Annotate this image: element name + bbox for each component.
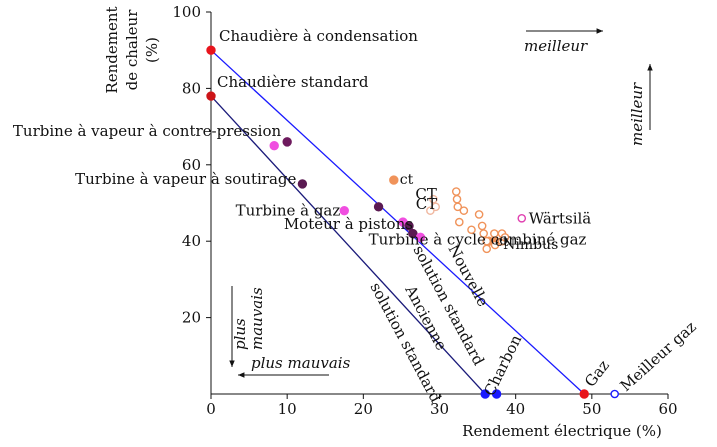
data-point bbox=[477, 221, 487, 231]
data-point bbox=[297, 179, 308, 189]
worse-y-arrow-head bbox=[229, 360, 235, 367]
data-point bbox=[579, 389, 589, 399]
y-tick-label: 60 bbox=[182, 156, 201, 174]
data-point bbox=[482, 244, 492, 254]
data-point bbox=[404, 221, 414, 231]
data-points bbox=[206, 45, 619, 399]
data-point bbox=[467, 225, 476, 235]
x-tick-label: 10 bbox=[278, 400, 297, 418]
point-label: Turbine à vapeur à soutirage bbox=[75, 170, 296, 188]
y-axis-label: (%) bbox=[143, 37, 161, 63]
worse-x-arrow-head bbox=[238, 372, 245, 378]
data-point bbox=[373, 202, 384, 212]
better-x-label: meilleur bbox=[524, 37, 588, 55]
axes: 0 10 20 30 40 50 60 20 40 60 80 100 Rendement électr… bbox=[103, 3, 678, 440]
data-point bbox=[389, 175, 399, 185]
y-tick-label: 40 bbox=[182, 232, 201, 250]
y-tick-label: 20 bbox=[182, 309, 201, 327]
data-point bbox=[451, 187, 461, 196]
y-tick-label: 100 bbox=[172, 3, 201, 21]
data-point bbox=[490, 240, 500, 250]
data-point bbox=[206, 91, 216, 101]
worse-y-label: mauvais bbox=[248, 287, 266, 350]
data-point bbox=[459, 206, 469, 215]
point-label: CT bbox=[416, 195, 437, 213]
point-label: Moteur à pistons bbox=[284, 215, 413, 233]
data-point bbox=[206, 45, 216, 55]
reference-line bbox=[210, 49, 585, 395]
point-label: ct bbox=[495, 234, 509, 250]
point-label: Charbon bbox=[480, 332, 525, 399]
data-point bbox=[408, 228, 418, 239]
data-point bbox=[500, 233, 510, 242]
better-y-label: meilleur bbox=[628, 82, 646, 146]
y-axis-label: Rendement bbox=[103, 6, 121, 93]
point-label: Meilleur gaz bbox=[617, 318, 700, 395]
x-axis-label: Rendement électrique (%) bbox=[462, 422, 662, 440]
reference-line bbox=[210, 95, 486, 395]
point-label: Turbine à cycle combiné gaz bbox=[369, 230, 587, 248]
point-label: Wärtsilä bbox=[529, 209, 592, 227]
point-label: Chaudière standard bbox=[217, 73, 369, 91]
data-point bbox=[339, 205, 349, 216]
x-tick-label: 20 bbox=[354, 400, 373, 418]
point-label: Turbine à vapeur à contre-pression bbox=[13, 122, 282, 140]
data-point bbox=[453, 202, 463, 212]
x-tick-label: 50 bbox=[582, 400, 601, 418]
better-y-arrow-head bbox=[647, 64, 653, 71]
data-point bbox=[517, 213, 527, 223]
data-point bbox=[269, 141, 279, 151]
better-x-arrow-head bbox=[596, 28, 603, 34]
data-point bbox=[431, 202, 440, 212]
x-tick-label: 0 bbox=[206, 400, 216, 418]
data-point bbox=[415, 232, 426, 243]
data-point bbox=[479, 229, 488, 238]
y-axis-label: de chaleur bbox=[123, 9, 141, 91]
data-point bbox=[455, 217, 464, 227]
point-label: Nimbus bbox=[503, 237, 558, 253]
point-label: Chaudière à condensation bbox=[219, 27, 418, 45]
series-lines bbox=[210, 49, 585, 395]
data-point bbox=[474, 210, 484, 219]
x-tick-label: 30 bbox=[430, 400, 449, 418]
data-point bbox=[480, 389, 490, 399]
data-point bbox=[282, 137, 292, 147]
point-label: Gaz bbox=[581, 357, 613, 391]
x-tick-label: 60 bbox=[658, 400, 677, 418]
point-label: Turbine à gaz bbox=[236, 202, 341, 220]
data-point bbox=[610, 389, 619, 399]
x-tick-label: 40 bbox=[506, 400, 525, 418]
point-label: CT bbox=[415, 185, 436, 203]
worse-x-label: plus mauvais bbox=[251, 354, 351, 372]
data-point bbox=[452, 194, 462, 204]
y-tick-label: 80 bbox=[182, 79, 201, 97]
data-point bbox=[491, 389, 502, 399]
data-point bbox=[429, 194, 438, 204]
point-label: ct bbox=[400, 172, 414, 188]
worse-y-label: plus bbox=[231, 318, 249, 350]
